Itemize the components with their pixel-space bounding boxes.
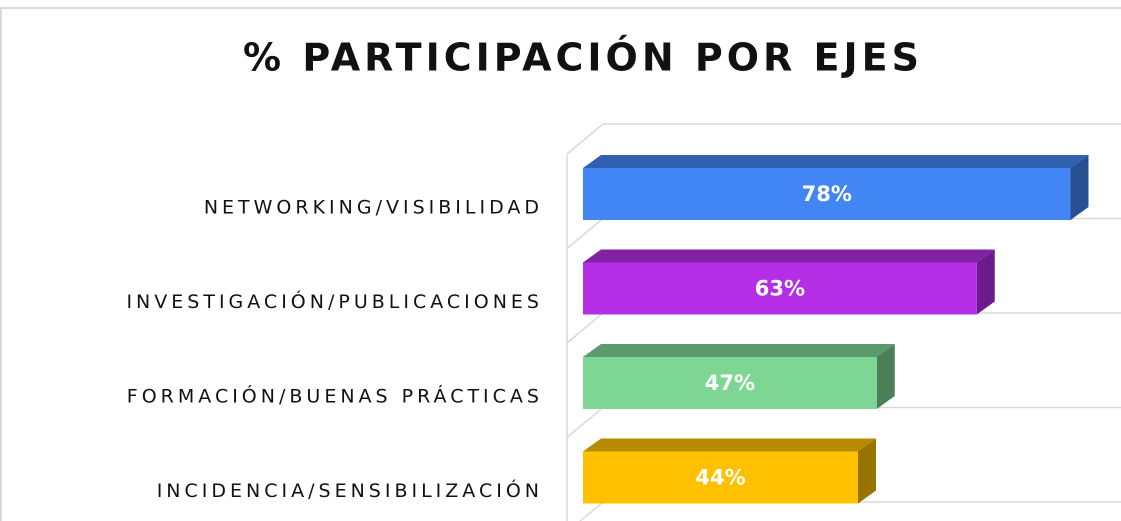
bar bbox=[583, 262, 977, 315]
value-label: 47% bbox=[705, 371, 755, 395]
bar-top bbox=[583, 344, 895, 357]
bar-side bbox=[976, 249, 995, 315]
grid-line bbox=[566, 406, 1121, 439]
bar-top bbox=[583, 249, 995, 263]
category-label: FORMACIÓN/BUENAS PRÁCTICAS bbox=[127, 384, 543, 408]
grid-line bbox=[579, 501, 1121, 521]
bar-top bbox=[583, 155, 1089, 168]
chart-title: % PARTICIPACIÓN POR EJES bbox=[243, 36, 923, 80]
value-label: 78% bbox=[802, 182, 852, 206]
value-label: 63% bbox=[755, 277, 805, 301]
category-label: NETWORKING/VISIBILIDAD bbox=[204, 197, 543, 219]
bar-side bbox=[1070, 155, 1089, 220]
value-label: 44% bbox=[695, 466, 745, 490]
bar bbox=[583, 451, 858, 504]
category-label: INCIDENCIA/SENSIBILIZACIÓN bbox=[157, 478, 543, 502]
bar bbox=[583, 168, 1071, 220]
grid-line bbox=[566, 217, 1121, 250]
category-label: INVESTIGACIÓN/PUBLICACIONES bbox=[126, 289, 543, 313]
bar bbox=[583, 357, 877, 409]
bar-top bbox=[583, 438, 876, 452]
grid-line bbox=[566, 123, 1121, 155]
bar-side bbox=[876, 344, 895, 409]
grid-line bbox=[566, 312, 1121, 344]
chart-border bbox=[0, 7, 1121, 521]
bar-side bbox=[858, 438, 876, 504]
